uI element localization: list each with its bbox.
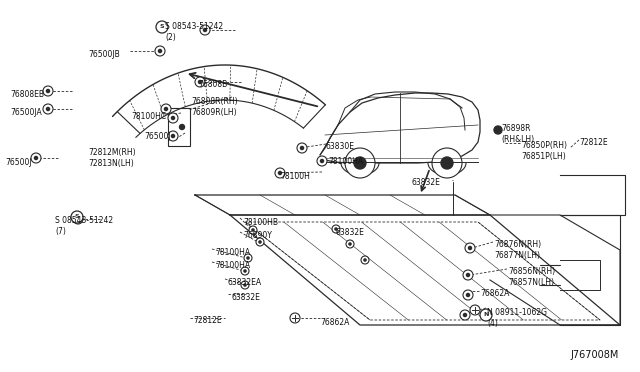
Text: N: N <box>483 312 489 317</box>
Circle shape <box>168 113 178 123</box>
Text: 76898R
(RH&LH): 76898R (RH&LH) <box>501 124 534 144</box>
Text: 78100HA: 78100HA <box>215 261 250 270</box>
Text: 72812M(RH)
72813N(LH): 72812M(RH) 72813N(LH) <box>88 148 136 168</box>
Text: 78100HA: 78100HA <box>328 157 363 166</box>
Text: 63832E: 63832E <box>335 228 364 237</box>
Text: S: S <box>160 25 164 29</box>
Circle shape <box>258 240 262 244</box>
Text: 63832E: 63832E <box>412 178 441 187</box>
Circle shape <box>71 211 83 223</box>
Text: S: S <box>75 215 79 219</box>
Circle shape <box>465 243 475 253</box>
Text: 76500J: 76500J <box>144 132 171 141</box>
Text: 72812E: 72812E <box>193 316 221 325</box>
Circle shape <box>470 305 480 315</box>
Circle shape <box>73 214 83 224</box>
Circle shape <box>332 225 340 233</box>
Text: 76862A: 76862A <box>320 318 349 327</box>
Circle shape <box>466 273 470 277</box>
Circle shape <box>195 77 205 87</box>
Circle shape <box>244 254 252 262</box>
Circle shape <box>241 267 249 275</box>
Text: 78100H: 78100H <box>280 172 310 181</box>
Text: 76500JB: 76500JB <box>88 50 120 59</box>
Circle shape <box>156 21 168 33</box>
Circle shape <box>468 246 472 250</box>
Circle shape <box>441 157 453 169</box>
Circle shape <box>34 156 38 160</box>
Circle shape <box>466 293 470 297</box>
Text: 76862A: 76862A <box>480 289 509 298</box>
Text: 76890Y: 76890Y <box>243 231 272 240</box>
Text: 76808B: 76808B <box>198 80 227 89</box>
Text: 78100HC: 78100HC <box>131 112 166 121</box>
Circle shape <box>157 49 163 53</box>
Circle shape <box>290 313 300 323</box>
Text: 63832EA: 63832EA <box>228 278 262 287</box>
Text: 72812E: 72812E <box>579 138 607 147</box>
Circle shape <box>179 125 184 129</box>
Circle shape <box>200 25 210 35</box>
Text: 76850P(RH)
76851P(LH): 76850P(RH) 76851P(LH) <box>521 141 567 161</box>
Text: 76808R(RH)
76809R(LH): 76808R(RH) 76809R(LH) <box>191 97 237 117</box>
Circle shape <box>463 270 473 280</box>
Circle shape <box>256 238 264 246</box>
Circle shape <box>45 89 51 93</box>
Circle shape <box>480 309 492 321</box>
Text: S 08543-51242
(2): S 08543-51242 (2) <box>165 22 223 42</box>
Circle shape <box>168 131 178 141</box>
Circle shape <box>463 290 473 300</box>
Circle shape <box>432 148 462 178</box>
Text: 63830E: 63830E <box>326 142 355 151</box>
Circle shape <box>348 242 352 246</box>
Text: 63832E: 63832E <box>231 293 260 302</box>
Circle shape <box>246 256 250 260</box>
Circle shape <box>251 228 255 232</box>
Text: 76856N(RH)
76857N(LH): 76856N(RH) 76857N(LH) <box>508 267 555 287</box>
Circle shape <box>275 168 285 178</box>
Circle shape <box>155 46 165 56</box>
Circle shape <box>31 153 41 163</box>
Circle shape <box>243 283 247 287</box>
Text: S 08543-51242
(7): S 08543-51242 (7) <box>55 216 113 236</box>
Circle shape <box>198 80 202 84</box>
Text: 76808EB: 76808EB <box>10 90 44 99</box>
Circle shape <box>278 171 282 175</box>
Circle shape <box>320 159 324 163</box>
Circle shape <box>345 148 375 178</box>
Text: J767008M: J767008M <box>570 350 618 360</box>
Circle shape <box>243 269 247 273</box>
Circle shape <box>45 107 51 111</box>
Circle shape <box>164 107 168 111</box>
Circle shape <box>300 146 304 150</box>
Text: 76500J: 76500J <box>5 158 31 167</box>
Circle shape <box>241 281 249 289</box>
Circle shape <box>171 134 175 138</box>
Text: 76500JA: 76500JA <box>10 108 42 117</box>
Circle shape <box>334 227 338 231</box>
Circle shape <box>354 157 366 169</box>
Bar <box>168 108 190 146</box>
Text: 78100HB: 78100HB <box>243 218 278 227</box>
Text: 76876N(RH)
76877N(LH): 76876N(RH) 76877N(LH) <box>494 240 541 260</box>
Circle shape <box>249 226 257 234</box>
Circle shape <box>43 104 53 114</box>
Circle shape <box>463 313 467 317</box>
Circle shape <box>161 104 171 114</box>
Circle shape <box>364 258 367 262</box>
Text: N 08911-1062G
(4): N 08911-1062G (4) <box>487 308 547 328</box>
Circle shape <box>203 28 207 32</box>
Text: 78100HA: 78100HA <box>215 248 250 257</box>
Circle shape <box>494 126 502 134</box>
Circle shape <box>297 143 307 153</box>
Circle shape <box>317 156 327 166</box>
Circle shape <box>76 217 80 221</box>
Circle shape <box>460 310 470 320</box>
Circle shape <box>171 116 175 120</box>
Circle shape <box>361 256 369 264</box>
Circle shape <box>346 240 354 248</box>
Circle shape <box>43 86 53 96</box>
